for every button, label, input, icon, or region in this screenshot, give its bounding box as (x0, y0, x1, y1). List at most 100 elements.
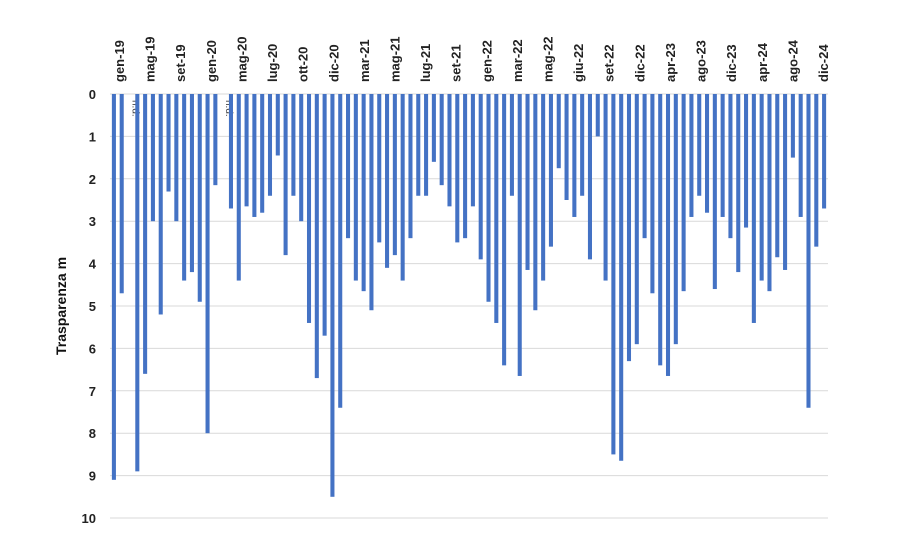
bar (228, 94, 233, 209)
y-tick-label: 8 (89, 426, 96, 441)
bar (775, 94, 780, 258)
missing-data-label: n.d. (130, 100, 141, 117)
x-tick-label: set-19 (173, 44, 188, 82)
x-tick-label: set-21 (449, 44, 464, 82)
bar (392, 94, 397, 256)
bar (283, 94, 288, 256)
y-tick-label: 9 (89, 469, 96, 484)
bar (822, 94, 827, 209)
bar (486, 94, 491, 302)
bar (182, 94, 187, 281)
bar (665, 94, 671, 376)
bar (158, 94, 163, 315)
bar (291, 94, 296, 196)
x-tick-label: ago-23 (694, 40, 709, 82)
bar (346, 94, 351, 239)
bar (587, 94, 592, 260)
bars: n.d. n.d. (111, 94, 827, 497)
y-tick-label: 0 (89, 87, 96, 102)
bar (111, 94, 116, 480)
x-tick-label: apr-24 (755, 42, 770, 82)
bar (385, 94, 390, 268)
bar (322, 94, 327, 336)
gridlines (110, 93, 828, 519)
bar (314, 94, 319, 379)
x-tick-label: gen-22 (479, 40, 494, 82)
bar (369, 94, 374, 311)
y-tick-label: 4 (89, 257, 97, 272)
x-tick-label: set-22 (602, 44, 617, 82)
bar (252, 94, 257, 217)
bar (548, 94, 553, 247)
x-tick-label: lug-20 (265, 44, 280, 82)
bar (478, 94, 483, 260)
bar (814, 94, 819, 247)
bar (197, 94, 202, 302)
bar (790, 94, 795, 158)
bar (455, 94, 460, 243)
y-tick-label: 5 (89, 299, 96, 314)
bar (595, 94, 600, 137)
bar (650, 94, 655, 294)
bar (330, 94, 335, 497)
bar (541, 94, 546, 281)
bar (205, 94, 210, 434)
bar (673, 94, 678, 345)
bar (642, 94, 647, 239)
bar (299, 94, 304, 222)
x-tick-label: ott-20 (296, 47, 311, 82)
y-tick-label: 1 (89, 129, 96, 144)
bar (244, 94, 249, 207)
bar (697, 94, 702, 196)
y-tick-label: 10 (82, 511, 96, 526)
bar (463, 94, 468, 239)
x-tick-label: gen-19 (112, 40, 127, 82)
bar (759, 94, 764, 281)
x-tick-label: giu-22 (571, 44, 586, 82)
x-tick-label: gen-20 (204, 40, 219, 82)
y-axis-label: Trasparenza m (53, 257, 69, 355)
bar (135, 94, 140, 472)
missing-data-label: n.d. (223, 100, 234, 117)
bar (143, 94, 148, 374)
y-tick-label: 3 (89, 214, 96, 229)
bar (611, 94, 616, 455)
x-tick-label: ago-24 (785, 39, 800, 82)
bar (408, 94, 413, 239)
bar (751, 94, 756, 323)
x-tick-label: mag-21 (387, 36, 402, 82)
bar (619, 94, 624, 461)
bar (533, 94, 538, 311)
bar (658, 94, 663, 366)
bar (580, 94, 585, 196)
bar (705, 94, 710, 213)
x-tick-label: dic-24 (816, 44, 831, 82)
bar (744, 94, 749, 228)
x-tick-label: mag-22 (541, 36, 556, 82)
y-axis-tick-labels: 0 1 2 3 4 5 6 7 8 9 10 (82, 87, 97, 526)
bar (213, 94, 218, 186)
bar (470, 94, 475, 207)
bar (572, 94, 577, 217)
bar (806, 94, 811, 408)
x-tick-label: dic-22 (632, 44, 647, 82)
x-tick-label: mar-22 (510, 39, 525, 82)
bar (431, 94, 436, 162)
bar (525, 94, 530, 270)
bar (494, 94, 499, 323)
bar (361, 94, 366, 292)
bar (416, 94, 421, 196)
bar (681, 94, 686, 292)
bar (174, 94, 179, 222)
bar (306, 94, 312, 323)
x-tick-label: dic-20 (326, 44, 341, 82)
bar (564, 94, 569, 200)
x-tick-label: dic-23 (724, 44, 739, 82)
bar (447, 94, 452, 207)
bar (556, 94, 561, 169)
bar (424, 94, 429, 196)
bar (712, 94, 717, 290)
bar (275, 94, 280, 156)
bar (119, 94, 124, 294)
y-tick-label: 2 (89, 172, 96, 187)
